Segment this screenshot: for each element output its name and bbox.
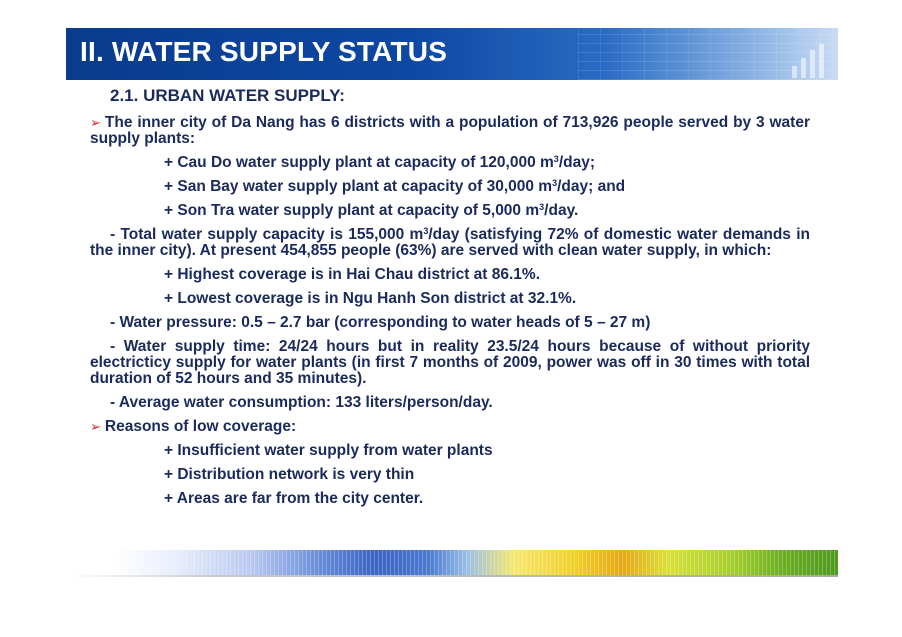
title-banner: II. WATER SUPPLY STATUS bbox=[66, 28, 838, 80]
plant-item: + Cau Do water supply plant at capacity … bbox=[164, 154, 595, 171]
coverage-item: + Highest coverage is in Hai Chau distri… bbox=[164, 266, 541, 283]
capacity-paragraph: - Total water supply capacity is 155,000… bbox=[90, 226, 810, 259]
arrow-bullet-icon: ➢ bbox=[90, 419, 101, 434]
coverage-item: + Lowest coverage is in Ngu Hanh Son dis… bbox=[164, 290, 577, 307]
plant-item: + San Bay water supply plant at capacity… bbox=[164, 178, 626, 195]
supply-time-paragraph: - Water supply time: 24/24 hours but in … bbox=[90, 338, 810, 387]
slide-body: 2.1. URBAN WATER SUPPLY: ➢ The inner city… bbox=[90, 86, 810, 515]
plant-item: + Son Tra water supply plant at capacity… bbox=[164, 202, 579, 219]
intro-text: The inner city of Da Nang has 6 district… bbox=[90, 114, 810, 147]
reason-item: + Distribution network is very thin bbox=[164, 466, 415, 483]
arrow-bullet-icon: ➢ bbox=[90, 115, 101, 130]
pressure-line: - Water pressure: 0.5 – 2.7 bar (corresp… bbox=[110, 314, 651, 331]
footer-divider bbox=[66, 575, 838, 577]
consumption-line: - Average water consumption: 133 liters/… bbox=[110, 394, 493, 411]
reason-item: + Insufficient water supply from water p… bbox=[164, 442, 493, 459]
section-subtitle: 2.1. URBAN WATER SUPPLY: bbox=[110, 86, 345, 105]
intro-paragraph: ➢ The inner city of Da Nang has 6 distric… bbox=[90, 115, 810, 147]
footer-color-band bbox=[66, 550, 838, 576]
reason-item: + Areas are far from the city center. bbox=[164, 490, 424, 507]
page-title: II. WATER SUPPLY STATUS bbox=[80, 36, 448, 67]
reasons-heading: ➢ Reasons of low coverage: bbox=[90, 418, 297, 435]
bar-chart-icon bbox=[792, 44, 832, 78]
